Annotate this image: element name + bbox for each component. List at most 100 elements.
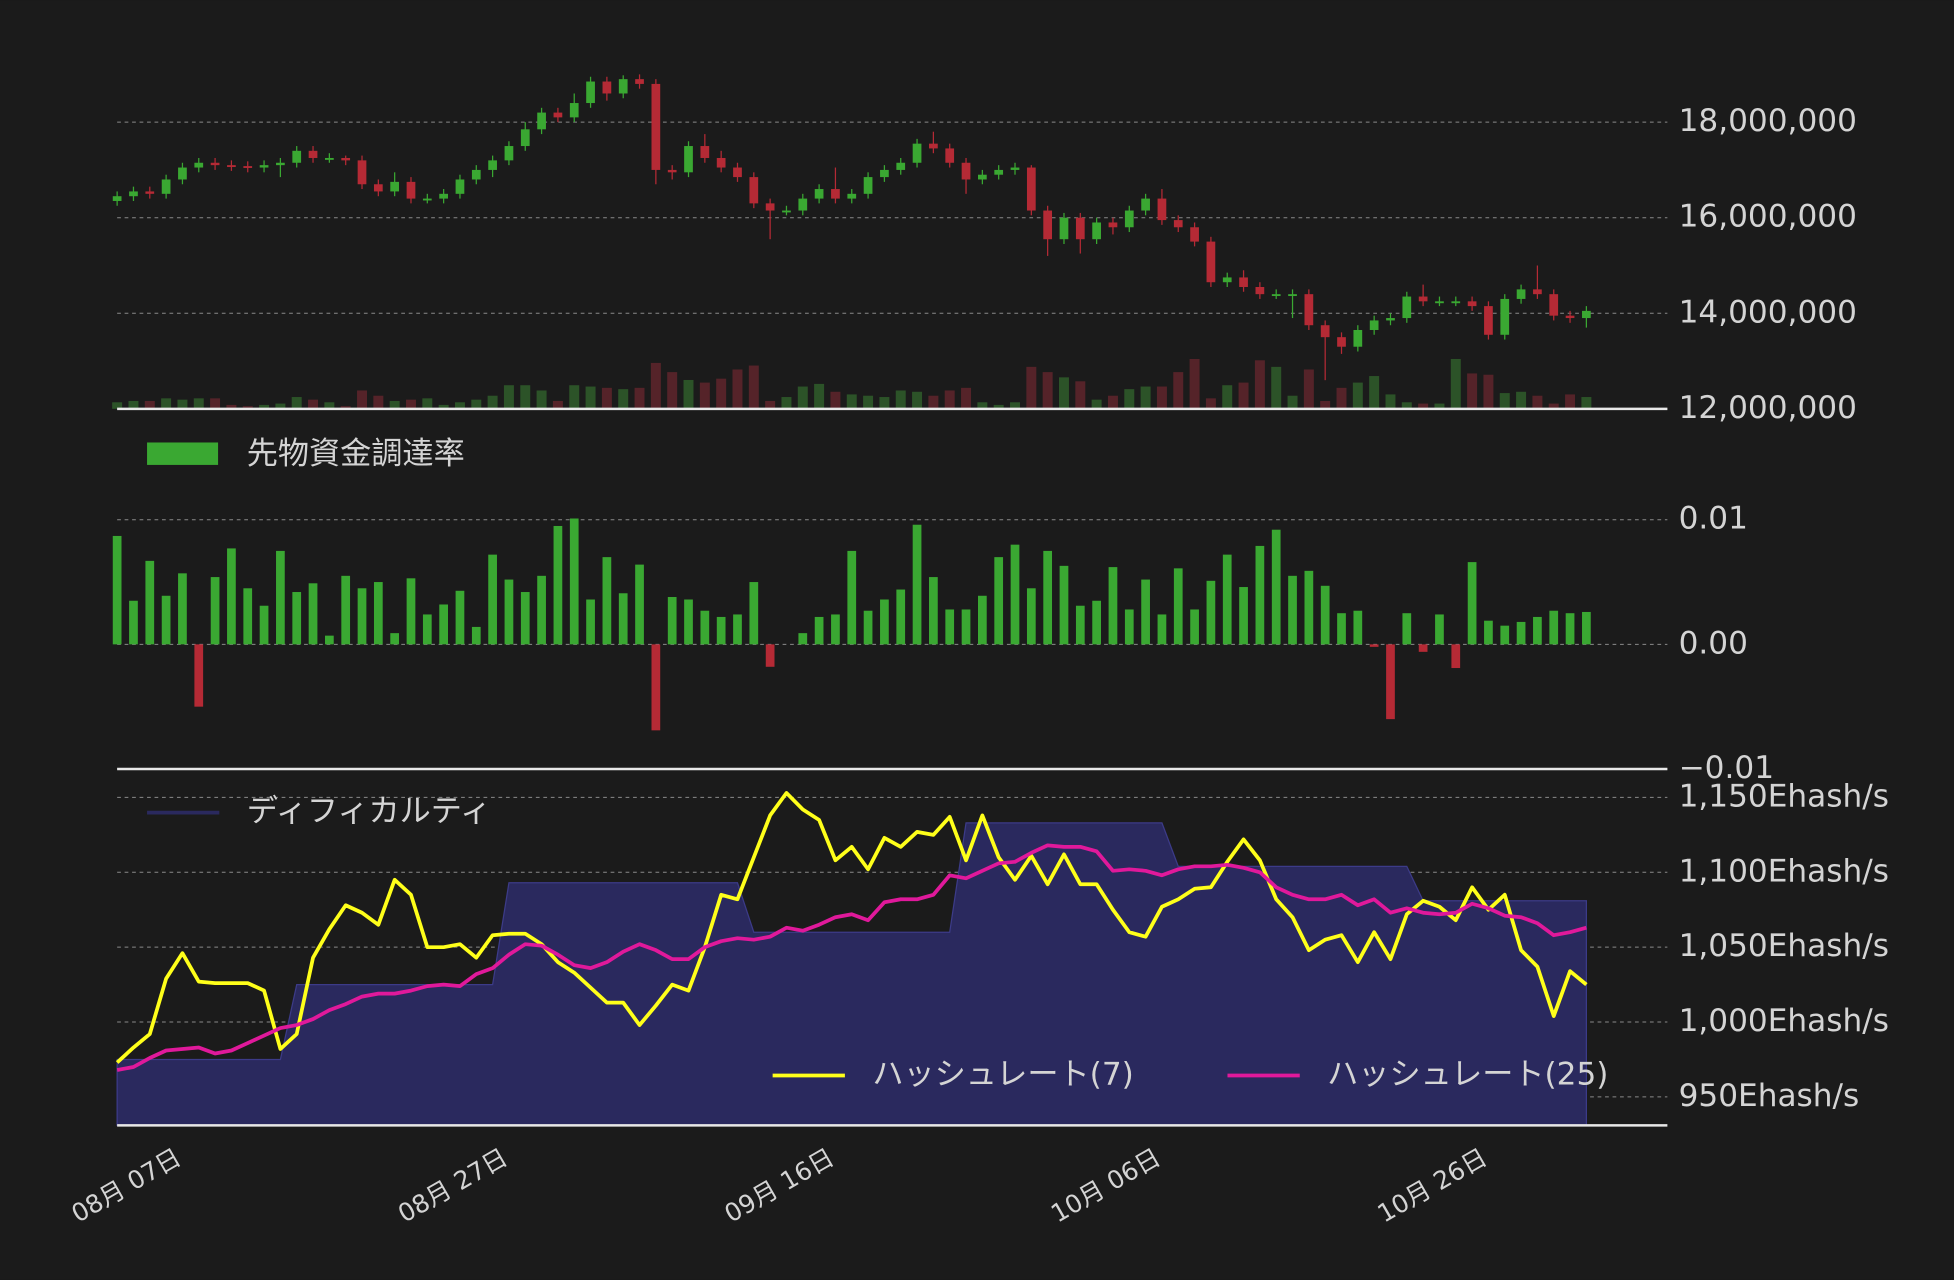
- bar: [1190, 609, 1199, 645]
- candle-body: [553, 112, 563, 118]
- volume-bar: [846, 394, 857, 409]
- y-tick-label: 0.01: [1679, 501, 1748, 537]
- y-tick-label: 1,000Ehash/s: [1679, 1003, 1889, 1039]
- bar: [161, 595, 171, 645]
- candle-body: [602, 81, 612, 94]
- bar: [1124, 609, 1134, 645]
- volume-bar: [1434, 403, 1445, 409]
- candle-body: [1157, 198, 1167, 221]
- volume-bar: [699, 382, 710, 409]
- bar: [210, 577, 220, 645]
- volume-bar: [536, 390, 547, 409]
- bar: [912, 524, 922, 645]
- bar: [1565, 613, 1575, 645]
- volume-bar: [552, 400, 563, 409]
- volume-bar: [471, 399, 482, 409]
- volume-bar: [863, 395, 874, 409]
- y-tick-label: 1,150Ehash/s: [1679, 778, 1889, 814]
- candle-body: [1451, 301, 1461, 304]
- volume-bar: [912, 391, 923, 409]
- bar: [700, 610, 710, 645]
- volume-bar: [1303, 369, 1314, 409]
- bar: [553, 525, 563, 645]
- volume-bar: [748, 365, 759, 409]
- volume-bar: [454, 402, 465, 409]
- bar: [1402, 613, 1412, 645]
- candle-body: [635, 79, 644, 84]
- bar: [1222, 554, 1232, 645]
- volume-bar: [585, 386, 596, 409]
- volume-bar: [1189, 358, 1200, 409]
- volume-bar: [1254, 360, 1265, 409]
- candle-body: [308, 150, 318, 158]
- candle-body: [210, 162, 220, 166]
- area: [116, 822, 1588, 1127]
- bar: [1141, 579, 1150, 645]
- candle-body: [749, 177, 759, 204]
- candle-body: [1141, 198, 1150, 211]
- candle-body: [1418, 296, 1428, 302]
- volume-bar: [487, 395, 498, 409]
- volume-bar: [1124, 389, 1135, 409]
- candle-body: [504, 146, 514, 161]
- bar: [831, 614, 840, 645]
- bar: [308, 583, 318, 645]
- volume-bar: [1548, 403, 1559, 409]
- candle-body: [227, 165, 236, 168]
- volume-bar: [193, 398, 204, 409]
- bar: [227, 548, 236, 645]
- volume-bar: [993, 404, 1004, 409]
- volume-bar: [1516, 391, 1527, 409]
- candle-body: [520, 129, 530, 147]
- candle-body: [667, 169, 677, 173]
- candle-body: [977, 174, 987, 180]
- candle-body: [831, 189, 840, 199]
- volume-bar: [1336, 387, 1347, 409]
- volume-bar: [503, 385, 514, 409]
- candle-body: [1565, 315, 1575, 319]
- bar: [1451, 644, 1461, 669]
- bar: [569, 518, 579, 645]
- candle-body: [1549, 294, 1559, 316]
- candle-body: [863, 177, 873, 194]
- candle-body: [1582, 310, 1591, 319]
- volume-bar: [1075, 381, 1086, 409]
- candle-body: [569, 103, 579, 118]
- candle-body: [145, 191, 155, 194]
- bar: [341, 575, 351, 645]
- volume-bar: [177, 399, 188, 409]
- bar: [977, 595, 987, 645]
- volume-bar: [618, 389, 629, 409]
- candle-body: [586, 81, 595, 104]
- volume-bar: [667, 372, 678, 409]
- candle-body: [455, 179, 465, 194]
- volume-bar: [1565, 394, 1576, 409]
- bar: [1059, 565, 1069, 645]
- volume-bar: [634, 387, 645, 409]
- candle-body: [994, 169, 1004, 175]
- volume-bar: [797, 386, 808, 409]
- volume-bar: [520, 385, 531, 409]
- bar: [1075, 605, 1085, 645]
- candle-body: [373, 184, 383, 192]
- volume-bar: [569, 385, 580, 409]
- y-tick-label: 18,000,000: [1679, 103, 1857, 139]
- volume-bar: [732, 369, 743, 409]
- candle-body: [782, 210, 791, 213]
- volume-bar: [1369, 376, 1380, 409]
- legend-label: ハッシュレート(25): [1327, 1057, 1608, 1093]
- candle-body: [357, 160, 367, 185]
- volume-bar: [1026, 366, 1037, 409]
- volume-bar: [438, 404, 449, 409]
- y-tick-label: 950Ehash/s: [1679, 1078, 1860, 1114]
- bar: [357, 588, 367, 645]
- candle-body: [406, 181, 416, 199]
- y-tick-label: 1,100Ehash/s: [1679, 853, 1889, 889]
- candle-body: [912, 143, 922, 163]
- volume-bar: [1222, 385, 1233, 409]
- volume-bar: [1205, 398, 1216, 409]
- candle-body: [847, 193, 857, 199]
- bar: [471, 626, 481, 645]
- legend-label: 先物資金調達率: [247, 436, 465, 472]
